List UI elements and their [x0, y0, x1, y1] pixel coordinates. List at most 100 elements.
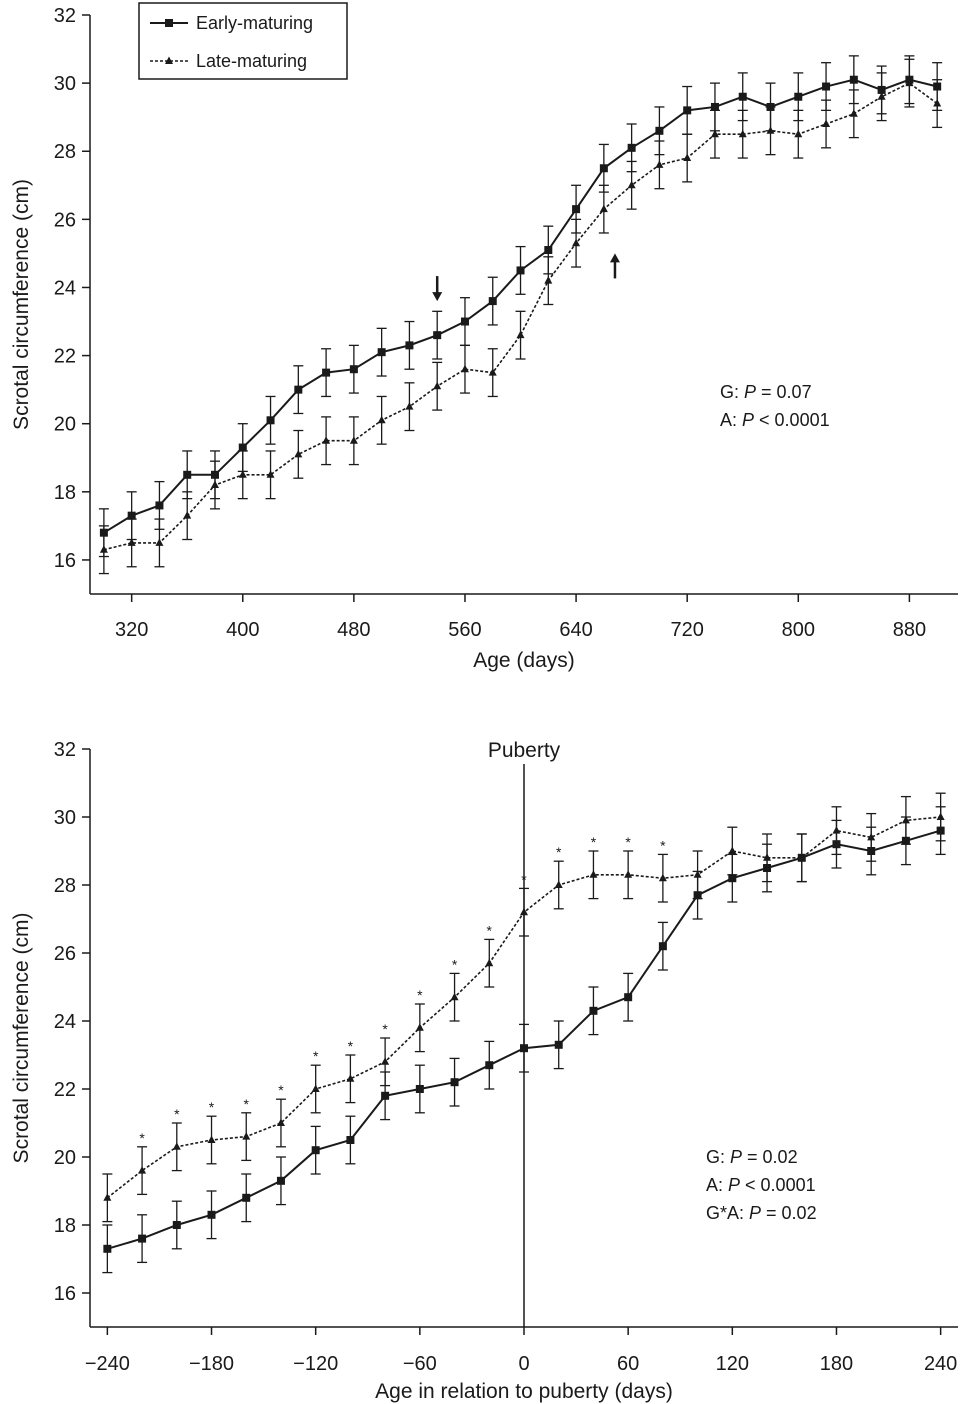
data-point: [516, 266, 525, 275]
bottom-panel: 16 18 20 22 24 26 28 30 32 −240 −180 −120 −60 0 60 120 1…: [10, 739, 958, 1403]
significance-asterisk: *: [625, 834, 631, 850]
data-point: [624, 870, 633, 878]
data-point: [311, 1084, 320, 1092]
puberty-label: Puberty: [488, 739, 561, 762]
data-point: [238, 443, 247, 452]
arrow-head: [609, 253, 620, 263]
series-late: [102, 792, 946, 1223]
legend-box: [138, 2, 348, 80]
data-point: [822, 82, 831, 91]
x-tick-label: −180: [189, 1353, 234, 1375]
y-tick-label: 32: [54, 739, 76, 761]
data-point: [710, 102, 719, 111]
data-point: [485, 958, 494, 967]
x-tick-label: 720: [670, 619, 703, 641]
data-point: [738, 92, 747, 101]
series-late: [98, 58, 943, 575]
y-tick-label: 22: [54, 1079, 76, 1101]
data-point: [266, 470, 275, 478]
series-line: [103, 78, 938, 534]
data-point: [554, 1040, 563, 1049]
data-point: [381, 1057, 390, 1065]
data-point: [242, 1132, 251, 1140]
significance-asterisk: *: [174, 1106, 180, 1122]
x-tick-label: 320: [115, 619, 148, 641]
data-point: [349, 436, 358, 444]
x-axis-label: Age in relation to puberty (days): [375, 1380, 673, 1403]
data-point: [103, 1244, 112, 1253]
data-point: [460, 364, 469, 373]
data-point: [832, 826, 841, 834]
x-axis-label: Age (days): [473, 649, 575, 672]
y-tick-label: 22: [54, 346, 76, 368]
arrow-head: [432, 292, 443, 302]
data-point: [627, 143, 636, 152]
y-tick-label: 18: [54, 1215, 76, 1237]
data-point: [415, 1023, 424, 1031]
x-tick-label: 640: [559, 619, 592, 641]
data-point: [127, 511, 136, 520]
data-point: [544, 276, 553, 284]
arrow-down: [432, 276, 443, 302]
data-point: [433, 381, 442, 390]
arrow-up: [609, 253, 620, 279]
significance-asterisk: *: [313, 1048, 319, 1064]
data-point: [322, 436, 331, 444]
data-point: [405, 341, 414, 350]
stats-annotation: G: P = 0.07: [720, 382, 812, 402]
data-point: [99, 545, 108, 553]
data-point: [155, 538, 164, 546]
x-tick-label: 60: [617, 1353, 639, 1375]
data-point: [867, 832, 876, 841]
data-point: [763, 853, 772, 861]
data-point: [155, 501, 164, 510]
x-tick-label: −120: [293, 1353, 338, 1375]
x-tick-label: 880: [893, 619, 926, 641]
data-point: [794, 129, 803, 138]
x-tick-label: 480: [337, 619, 370, 641]
data-point: [433, 331, 442, 340]
data-point: [599, 164, 608, 173]
data-point: [683, 106, 692, 115]
data-point: [381, 1091, 390, 1100]
data-point: [276, 1118, 285, 1126]
data-point: [377, 415, 386, 424]
y-axis-label: Scrotal circumference (cm): [10, 913, 33, 1164]
data-point: [797, 853, 806, 861]
data-point: [624, 993, 633, 1002]
y-tick-label: 16: [54, 550, 76, 572]
data-point: [520, 1044, 528, 1053]
stats-annotation: G*A: P = 0.02: [706, 1203, 817, 1223]
data-point: [172, 1142, 181, 1150]
data-point: [294, 449, 303, 458]
data-point: [683, 153, 692, 162]
data-point: [599, 204, 608, 213]
x-tick-label: 400: [226, 619, 259, 641]
data-point: [693, 870, 702, 878]
data-point: [377, 348, 386, 357]
y-tick-label: 26: [54, 943, 76, 965]
data-point: [520, 907, 528, 916]
data-point: [450, 992, 459, 1001]
data-point: [589, 870, 598, 878]
data-point: [728, 846, 737, 854]
significance-asterisk: *: [382, 1021, 388, 1037]
data-point: [849, 75, 858, 84]
data-point: [210, 480, 219, 489]
x-tick-label: −240: [85, 1353, 130, 1375]
data-point: [460, 317, 469, 326]
stats-annotation: A: P < 0.0001: [706, 1175, 816, 1195]
significance-asterisk: *: [209, 1099, 215, 1115]
data-point: [266, 416, 275, 425]
data-point: [322, 368, 331, 377]
data-point: [349, 365, 358, 374]
data-point: [207, 1135, 216, 1143]
y-tick-label: 24: [54, 1011, 76, 1033]
data-point: [572, 238, 581, 247]
significance-asterisk: *: [452, 956, 458, 972]
y-tick-label: 30: [54, 73, 76, 95]
stats-annotation: A: P < 0.0001: [720, 410, 830, 430]
legend-marker: [165, 19, 173, 27]
significance-asterisk: *: [660, 837, 666, 853]
x-tick-label: −60: [403, 1353, 437, 1375]
